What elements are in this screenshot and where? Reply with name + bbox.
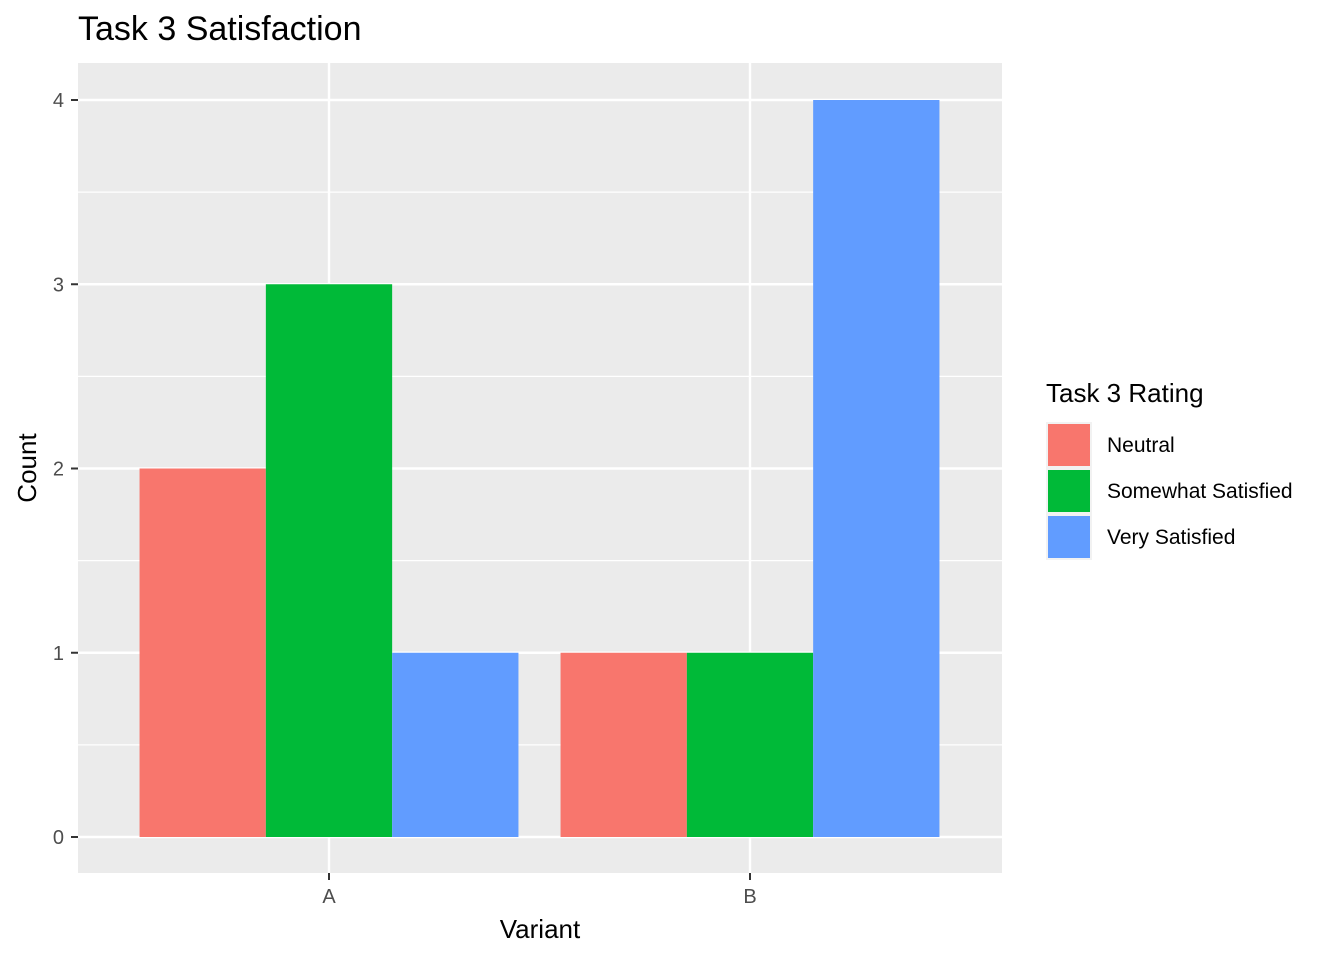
legend-label: Somewhat Satisfied [1107, 480, 1293, 503]
y-tick-label: 0 [53, 827, 64, 849]
y-tick-label: 4 [53, 90, 64, 112]
chart-title: Task 3 Satisfaction [78, 10, 361, 48]
y-tick-label: 1 [53, 643, 64, 665]
bar [139, 468, 266, 837]
legend-swatch [1048, 516, 1090, 558]
y-axis-title: Count [12, 433, 42, 503]
x-tick-label: B [743, 886, 756, 908]
legend: Task 3 Rating Neutral Somewhat Satisfied V… [1046, 378, 1293, 560]
bar [813, 100, 940, 837]
legend-label: Neutral [1107, 434, 1175, 457]
legend-swatch [1048, 470, 1090, 512]
legend-title: Task 3 Rating [1046, 378, 1204, 408]
y-tick-label: 3 [53, 274, 64, 296]
bar [265, 284, 393, 837]
x-tick-label: A [322, 886, 336, 908]
y-tick-label: 2 [53, 459, 64, 481]
bar [560, 652, 687, 837]
bar [392, 652, 519, 837]
legend-label: Very Satisfied [1107, 526, 1235, 549]
x-axis-title: Variant [500, 914, 581, 944]
bars-layer [139, 100, 940, 837]
legend-swatch [1048, 424, 1090, 466]
bar [686, 652, 814, 837]
y-axis: 0 1 2 3 4 [53, 90, 78, 849]
